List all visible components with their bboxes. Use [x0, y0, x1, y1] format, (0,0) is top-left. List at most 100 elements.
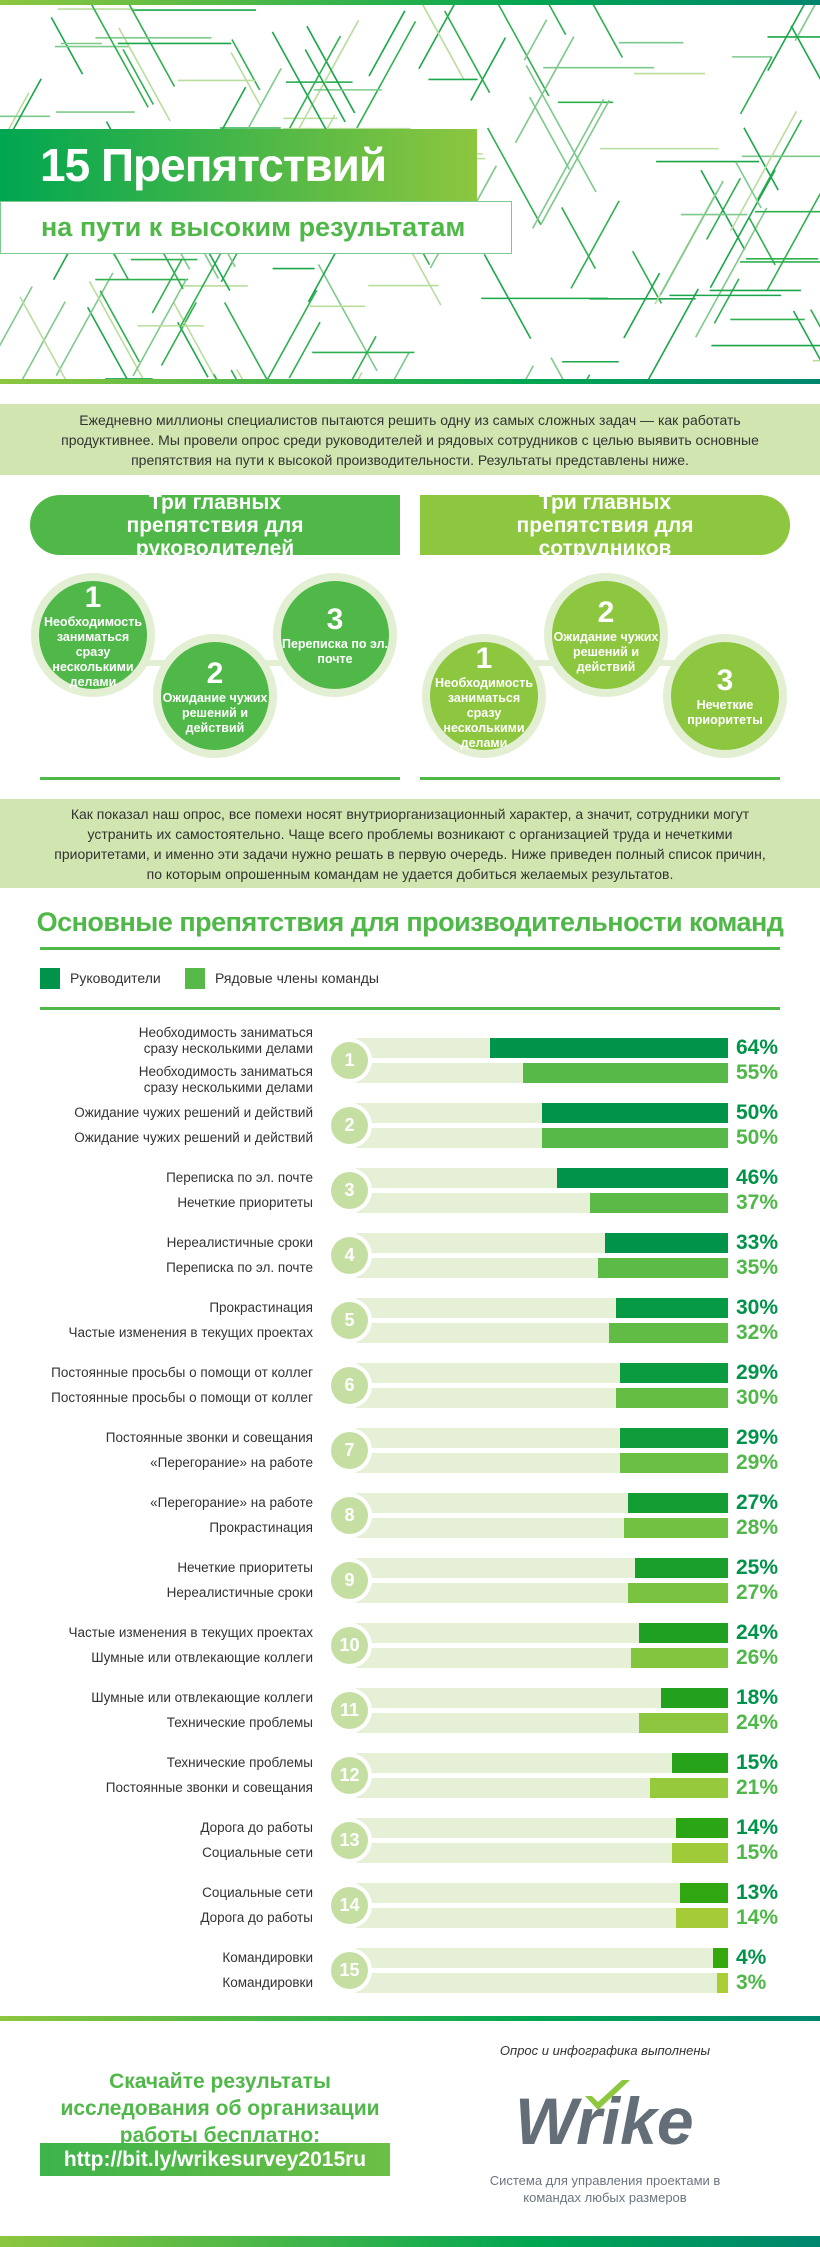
- pattern-line: [525, 64, 597, 193]
- pattern-line: [495, 0, 550, 97]
- bar-value: 50%: [736, 1101, 779, 1124]
- pattern-line: [550, 357, 565, 380]
- pattern-line: [659, 180, 724, 296]
- pattern-line: [418, 0, 458, 70]
- pattern-line: [160, 302, 197, 366]
- bar-label: Технические проблемы: [166, 1755, 313, 1770]
- chart-title: Основные препятствия для производительно…: [36, 907, 784, 937]
- bar-track: [356, 1583, 728, 1603]
- legend-label-members: Рядовые члены команды: [215, 970, 379, 986]
- bar-label: Технические проблемы: [166, 1715, 313, 1730]
- pattern-line: [589, 0, 624, 58]
- bar-value: 3%: [736, 1971, 767, 1994]
- member-bar: [620, 1453, 728, 1473]
- member-bar: [627, 1583, 728, 1603]
- bar-track: [356, 1558, 728, 1578]
- bar-value: 13%: [736, 1881, 779, 1904]
- bar-track: [356, 1883, 728, 1903]
- obstacle-circle: 2 Ожидание чужих решений и действий: [544, 573, 668, 697]
- pattern-line: [172, 301, 218, 380]
- bar-value: 32%: [736, 1321, 779, 1344]
- pattern-line: [55, 272, 114, 377]
- pattern-line: [514, 36, 575, 144]
- pattern-line: [739, 56, 773, 115]
- bar-track: [356, 1038, 728, 1058]
- leader-bar: [605, 1233, 728, 1253]
- pattern-line: [266, 289, 318, 380]
- bar-track: [356, 1168, 728, 1188]
- rank-badge: 6: [331, 1367, 368, 1404]
- bar-label: Дорога до работы: [200, 1910, 313, 1925]
- bar-track: [356, 1323, 728, 1343]
- survey-link[interactable]: http://bit.ly/wrikesurvey2015ru: [40, 2143, 390, 2176]
- member-bar: [675, 1908, 728, 1928]
- bar-track: [356, 1493, 728, 1513]
- pattern-line: [0, 286, 33, 347]
- rank-badge: 8: [331, 1497, 368, 1534]
- employees-heading: Три главных препятствия для сотрудников: [420, 491, 790, 560]
- rank-badge: 15: [331, 1952, 368, 1989]
- leader-bar: [616, 1298, 728, 1318]
- pattern-line: [122, 49, 155, 105]
- page-title: 15 Препятствий: [0, 129, 477, 201]
- obstacle-text: Необходимость заниматься сразу нескольки…: [43, 614, 143, 689]
- pattern-line: [317, 263, 378, 372]
- obstacle-text: Переписка по эл. почте: [281, 637, 389, 666]
- bar-track: [356, 1688, 728, 1708]
- pattern-line: [528, 96, 571, 170]
- pattern-line: [118, 27, 171, 122]
- member-bar: [672, 1843, 728, 1863]
- bar-label: Шумные или отвлекающие коллеги: [91, 1650, 313, 1665]
- pattern-line: [19, 296, 67, 380]
- bar-label: Частые изменения в текущих проектах: [68, 1625, 313, 1640]
- obstacle-text: Нечеткие приоритеты: [687, 698, 763, 727]
- managers-heading: Три главных препятствия для руководителе…: [30, 491, 400, 560]
- pattern-line: [351, 335, 377, 380]
- top-gradient-bar: [0, 0, 820, 5]
- bar-label: Постоянные просьбы о помощи от коллег: [51, 1365, 313, 1380]
- pattern-line: [88, 0, 149, 108]
- pattern-line: [695, 207, 768, 338]
- bar-track: [356, 1648, 728, 1668]
- member-bar: [523, 1063, 728, 1083]
- pattern-line: [242, 68, 282, 139]
- pattern-line: [705, 177, 742, 240]
- pattern-line: [349, 21, 417, 141]
- bar-label: Переписка по эл. почте: [166, 1170, 313, 1185]
- pattern-line: [21, 301, 66, 380]
- pattern-line: [729, 111, 798, 232]
- member-bar: [608, 1323, 728, 1343]
- bar-value: 18%: [736, 1686, 779, 1709]
- bar-track: [356, 1063, 728, 1083]
- bar-track: [356, 1908, 728, 1928]
- bar-label: Социальные сети: [202, 1845, 313, 1860]
- pattern-line: [231, 39, 261, 91]
- bar-label: Шумные или отвлекающие коллеги: [91, 1690, 313, 1705]
- pattern-line: [743, 127, 779, 191]
- leader-bar: [620, 1363, 728, 1383]
- pattern-line: [570, 200, 620, 289]
- bar-track: [356, 1518, 728, 1538]
- pattern-line: [304, 49, 346, 123]
- obstacle-rank: 1: [84, 580, 102, 614]
- bar-label: Нечеткие приоритеты: [177, 1560, 313, 1575]
- member-bar: [631, 1648, 728, 1668]
- pattern-line: [306, 25, 356, 114]
- rank-badge: 2: [331, 1107, 368, 1144]
- leader-bar: [672, 1753, 728, 1773]
- bar-label: Нечеткие приоритеты: [177, 1195, 313, 1210]
- divider: [40, 1007, 780, 1010]
- bar-track: [356, 1258, 728, 1278]
- obstacle-circle: 1 Необходимость заниматься сразу нескольк…: [422, 634, 546, 758]
- bar-track: [356, 1778, 728, 1798]
- bar-value: 29%: [736, 1361, 779, 1384]
- bar-value: 55%: [736, 1061, 779, 1084]
- svg-text:Wrike: Wrike: [515, 2084, 694, 2150]
- bar-track: [356, 1233, 728, 1253]
- bar-value: 14%: [736, 1906, 779, 1929]
- pattern-line: [766, 192, 820, 292]
- pattern-line: [50, 16, 84, 75]
- bar-value: 15%: [736, 1841, 779, 1864]
- pattern-line: [623, 272, 661, 339]
- bar-value: 14%: [736, 1816, 779, 1839]
